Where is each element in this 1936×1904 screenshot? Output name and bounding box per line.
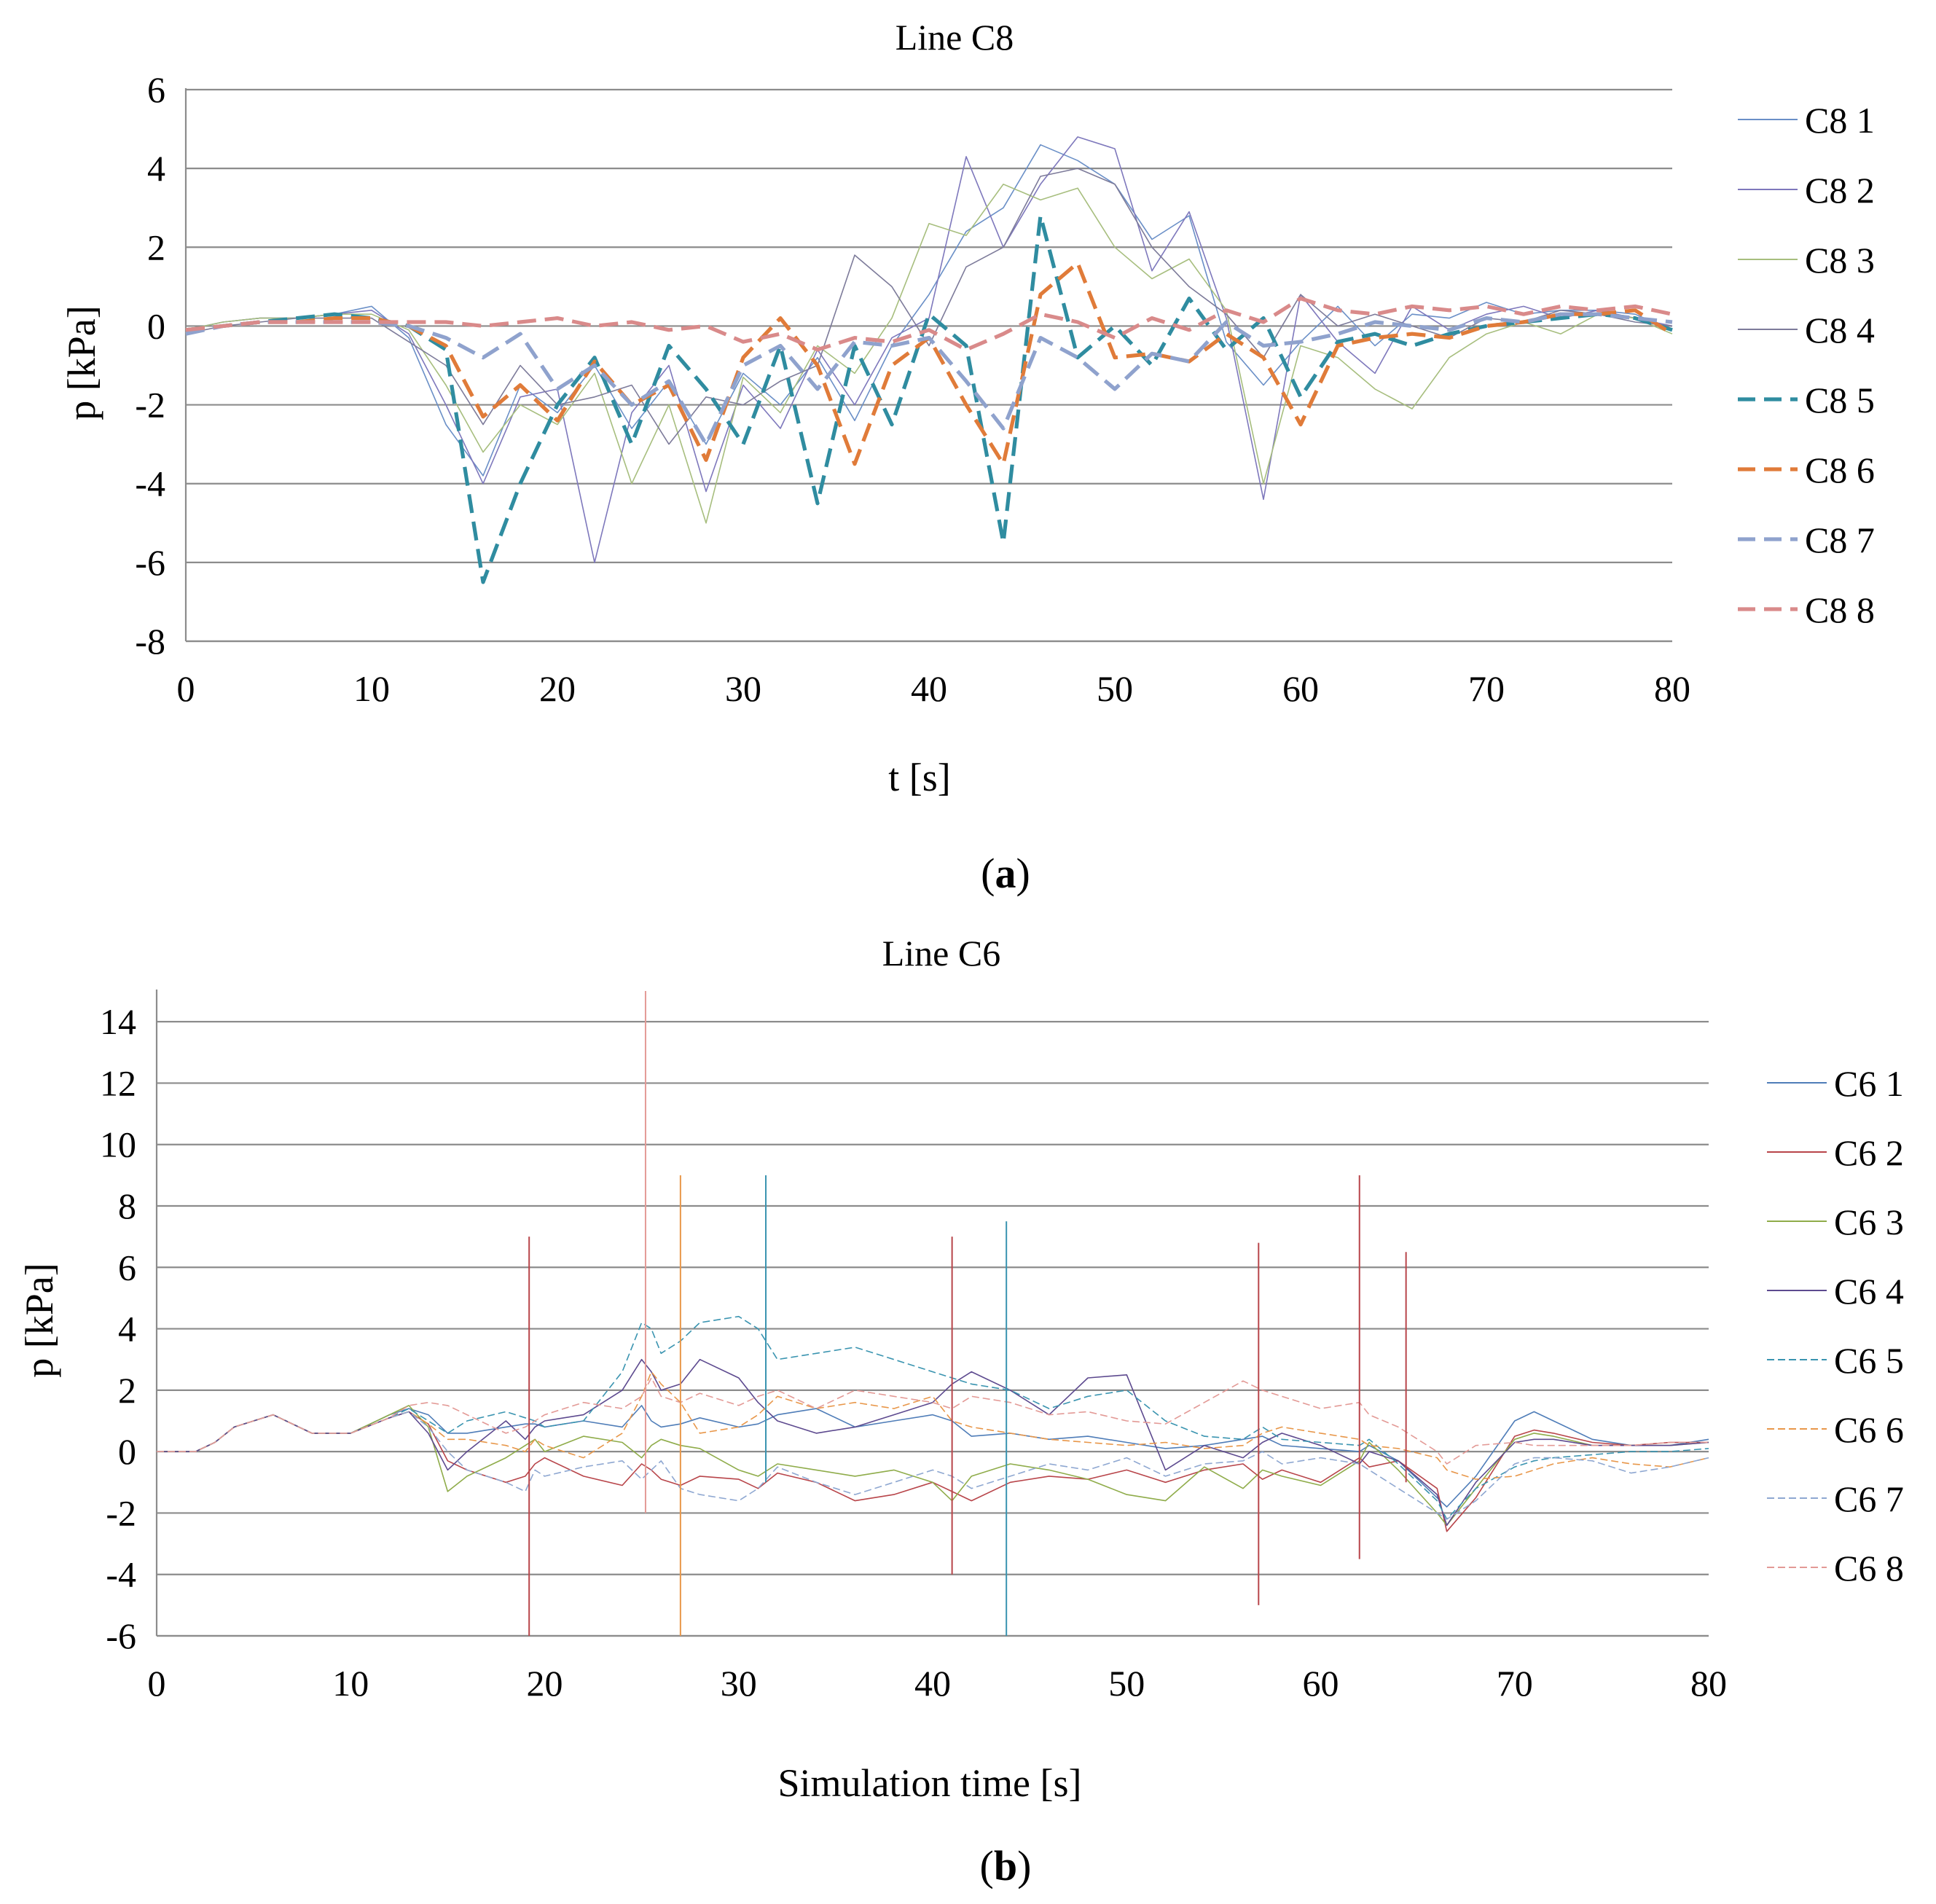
x-axis-label-a: t [s] <box>888 756 950 799</box>
legend-label: C8 2 <box>1805 170 1875 211</box>
x-tick-label: 60 <box>1303 1663 1339 1704</box>
x-tick-label: 50 <box>1097 668 1133 709</box>
series-line-c8-4 <box>185 168 1673 445</box>
y-axis-label-b: p [kPa] <box>17 1263 61 1377</box>
y-tick-label: 10 <box>100 1124 136 1165</box>
series-line-c8-6 <box>185 261 1674 466</box>
legend-label: C6 7 <box>1834 1478 1904 1519</box>
y-tick-label: 2 <box>118 1370 136 1411</box>
x-tick-label: 70 <box>1497 1663 1533 1704</box>
y-tick-label: -2 <box>135 385 165 426</box>
series-line-c6-4 <box>157 1358 1709 1527</box>
legend-label: C6 8 <box>1834 1548 1904 1588</box>
y-tick-label: -4 <box>135 463 165 504</box>
legend-label: C6 5 <box>1834 1340 1904 1381</box>
x-tick-label: 30 <box>725 668 761 709</box>
series-line-c6-7 <box>157 1411 1709 1520</box>
y-tick-label: 4 <box>147 148 165 189</box>
y-tick-label: -2 <box>106 1492 136 1533</box>
y-tick-label: 6 <box>147 69 165 110</box>
grid-b <box>155 990 1709 1637</box>
series-group-a <box>185 136 1674 584</box>
series-line-c8-2 <box>185 136 1673 563</box>
series-group-b <box>157 1315 1709 1532</box>
y-tick-label: -6 <box>106 1615 136 1656</box>
y-tick-label: 8 <box>118 1186 136 1226</box>
chart-panel-a: Line C8 -8 -6 -4 -2 0 2 4 6 0 10 20 30 40 50 60 70 80 t… <box>60 17 1875 799</box>
x-ticks-a: 0 10 20 30 40 50 60 70 80 <box>177 668 1691 709</box>
y-tick-label: -4 <box>106 1554 136 1595</box>
legend-label: C6 4 <box>1834 1271 1904 1312</box>
legend-label: C8 1 <box>1805 100 1875 141</box>
legend-b: C6 1 C6 2 C6 3 C6 4 C6 5 C6 6 C6 7 C6 8 <box>1767 1063 1904 1588</box>
legend-label: C8 7 <box>1805 520 1875 560</box>
series-line-c8-7 <box>185 312 1673 447</box>
y-tick-label: 4 <box>118 1309 136 1349</box>
x-tick-label: 70 <box>1468 668 1505 709</box>
y-tick-label: 12 <box>100 1062 136 1103</box>
x-tick-label: 60 <box>1282 668 1319 709</box>
x-tick-label: 50 <box>1108 1663 1145 1704</box>
x-tick-label: 0 <box>148 1663 166 1704</box>
legend-label: C6 6 <box>1834 1409 1904 1450</box>
series-line-c6-6 <box>157 1371 1709 1480</box>
y-tick-label: -6 <box>135 542 165 583</box>
y-tick-label: 6 <box>118 1247 136 1288</box>
series-line-c6-5 <box>157 1315 1709 1520</box>
y-axis-label-a: p [kPa] <box>60 305 103 420</box>
panel-caption-a: (a) <box>981 850 1030 897</box>
legend-label: C8 3 <box>1805 240 1875 281</box>
x-tick-label: 30 <box>721 1663 757 1704</box>
x-axis-label-b: Simulation time [s] <box>778 1761 1082 1805</box>
x-tick-label: 10 <box>353 668 390 709</box>
panel-caption-b: (b) <box>980 1842 1032 1889</box>
legend-label: C8 8 <box>1805 589 1875 630</box>
y-tick-label: 0 <box>118 1431 136 1472</box>
y-tick-label: -8 <box>135 621 165 662</box>
chart-panel-b: Line C6 -6 -4 -2 0 2 4 6 8 10 12 14 0 10 20 30 40 50 60 7… <box>17 933 1904 1805</box>
series-line-c6-8 <box>157 1377 1709 1465</box>
x-tick-label: 40 <box>911 668 947 709</box>
legend-label: C6 1 <box>1834 1063 1904 1104</box>
x-tick-label: 80 <box>1654 668 1690 709</box>
spikes-group-b <box>528 991 1407 1636</box>
legend-label: C8 5 <box>1805 380 1875 420</box>
series-line-c6-1 <box>157 1405 1709 1508</box>
chart-title-b: Line C6 <box>882 933 1000 973</box>
y-tick-label: 2 <box>147 227 165 267</box>
series-line-c8-5 <box>185 213 1673 584</box>
x-tick-label: 0 <box>177 668 195 709</box>
x-tick-label: 40 <box>914 1663 951 1704</box>
x-tick-label: 20 <box>539 668 576 709</box>
x-tick-label: 10 <box>332 1663 369 1704</box>
series-line-c8-3 <box>185 184 1673 524</box>
y-ticks-b: -6 -4 -2 0 2 4 6 8 10 12 14 <box>100 1001 136 1656</box>
series-line-c8-8 <box>185 297 1673 352</box>
y-ticks-a: -8 -6 -4 -2 0 2 4 6 <box>135 69 165 662</box>
legend-label: C8 6 <box>1805 450 1875 490</box>
y-tick-label: 14 <box>100 1001 136 1042</box>
legend-label: C6 3 <box>1834 1202 1904 1242</box>
series-line-c8-1 <box>185 144 1673 477</box>
x-tick-label: 80 <box>1690 1663 1727 1704</box>
legend-label: C8 4 <box>1805 310 1875 350</box>
x-ticks-b: 0 10 20 30 40 50 60 70 80 <box>148 1663 1728 1704</box>
x-tick-label: 20 <box>527 1663 563 1704</box>
y-tick-label: 0 <box>147 305 165 346</box>
legend-a: C8 1 C8 2 C8 3 C8 4 C8 5 C8 6 C8 7 C8 8 <box>1738 100 1875 630</box>
chart-title-a: Line C8 <box>896 17 1014 58</box>
series-line-c6-3 <box>157 1405 1709 1527</box>
legend-label: C6 2 <box>1834 1132 1904 1173</box>
grid-a <box>184 88 1672 643</box>
